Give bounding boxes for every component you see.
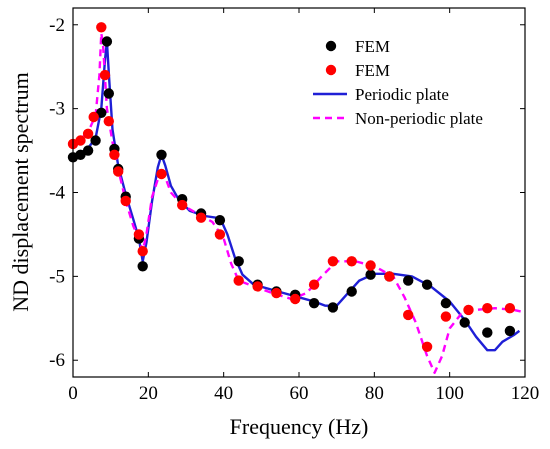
data-point-s1-26 bbox=[421, 341, 433, 352]
data-point-s1-16 bbox=[233, 275, 244, 286]
legend-label-0: FEM bbox=[355, 37, 390, 56]
data-point-s1-25 bbox=[403, 309, 414, 321]
data-point-s1-24 bbox=[384, 271, 395, 282]
data-point-s1-27 bbox=[440, 311, 452, 322]
data-point-s0-1 bbox=[75, 149, 86, 160]
data-point-s0-28 bbox=[459, 317, 470, 328]
data-point-s1-6 bbox=[103, 116, 115, 127]
data-point-s0-16 bbox=[233, 256, 244, 267]
data-point-s0-6 bbox=[103, 88, 115, 99]
legend: FEM FEM Periodic plate Non-periodic plate bbox=[313, 37, 483, 128]
data-point-s1-3 bbox=[88, 111, 99, 123]
data-point-s1-23 bbox=[365, 260, 376, 271]
data-point-s0-4 bbox=[96, 107, 107, 119]
x-tick-label: 100 bbox=[435, 383, 464, 404]
legend-marker-0 bbox=[325, 40, 337, 52]
data-point-s1-17 bbox=[252, 281, 263, 292]
y-tick-label: -2 bbox=[49, 15, 65, 36]
data-point-s1-18 bbox=[271, 287, 282, 299]
data-point-s0-21 bbox=[327, 302, 339, 313]
data-point-s1-15 bbox=[214, 229, 226, 240]
data-point-s1-21 bbox=[327, 256, 339, 267]
data-point-s1-9 bbox=[120, 195, 131, 207]
data-point-s1-29 bbox=[482, 303, 493, 314]
data-point-s1-10 bbox=[133, 229, 145, 240]
data-point-s1-22 bbox=[346, 256, 357, 267]
data-point-s0-2 bbox=[82, 145, 94, 156]
data-point-s1-20 bbox=[308, 279, 320, 290]
data-point-s1-19 bbox=[290, 293, 301, 305]
x-tick-label: 120 bbox=[511, 383, 540, 404]
legend-label-2: Periodic plate bbox=[355, 85, 449, 104]
plot-area bbox=[73, 8, 525, 377]
x-tick-label: 60 bbox=[290, 383, 309, 404]
y-tick-label: -3 bbox=[49, 99, 65, 120]
data-point-s1-11 bbox=[137, 246, 148, 257]
data-point-s0-20 bbox=[308, 298, 320, 309]
legend-label-1: FEM bbox=[355, 61, 390, 80]
data-point-s1-28 bbox=[463, 304, 474, 316]
data-point-s1-7 bbox=[109, 149, 120, 160]
data-point-s0-15 bbox=[214, 215, 226, 226]
data-point-s0-25 bbox=[403, 275, 414, 286]
legend-label-3: Non-periodic plate bbox=[355, 109, 483, 128]
data-point-s1-13 bbox=[177, 199, 188, 211]
y-tick-label: -6 bbox=[49, 350, 65, 371]
series-layer bbox=[67, 22, 522, 374]
y-tick-label: -5 bbox=[49, 266, 65, 287]
data-point-s0-23 bbox=[365, 269, 376, 280]
data-point-s1-30 bbox=[504, 303, 516, 314]
data-point-s1-5 bbox=[99, 69, 111, 81]
data-point-s0-12 bbox=[156, 149, 167, 160]
data-point-s0-26 bbox=[421, 279, 433, 290]
data-point-s1-2 bbox=[82, 128, 94, 139]
data-point-s1-8 bbox=[113, 166, 124, 177]
data-point-s1-12 bbox=[156, 168, 167, 180]
x-tick-label: 0 bbox=[68, 383, 78, 404]
data-point-s0-11 bbox=[137, 261, 148, 272]
legend-marker-1 bbox=[325, 64, 337, 76]
x-axis-label: Frequency (Hz) bbox=[230, 414, 369, 439]
y-axis-label: ND displacement spectrum bbox=[8, 72, 33, 312]
y-tick-label: -4 bbox=[49, 183, 65, 204]
data-point-s0-5 bbox=[101, 36, 113, 47]
axes-layer: 0 20 40 60 80 100 120 -2 -3 -4 -5 -6 bbox=[49, 7, 540, 404]
x-tick-label: 20 bbox=[139, 383, 158, 404]
data-point-s0-3 bbox=[90, 135, 101, 146]
data-point-s0-30 bbox=[504, 325, 516, 337]
x-tick-label: 80 bbox=[365, 383, 384, 404]
data-point-s1-1 bbox=[75, 135, 86, 146]
data-point-s1-14 bbox=[195, 212, 207, 223]
data-point-s0-29 bbox=[482, 327, 493, 338]
x-tick-label: 40 bbox=[214, 383, 233, 404]
data-point-s0-27 bbox=[440, 298, 452, 309]
data-point-s0-22 bbox=[346, 286, 357, 297]
data-point-s1-4 bbox=[96, 22, 107, 33]
